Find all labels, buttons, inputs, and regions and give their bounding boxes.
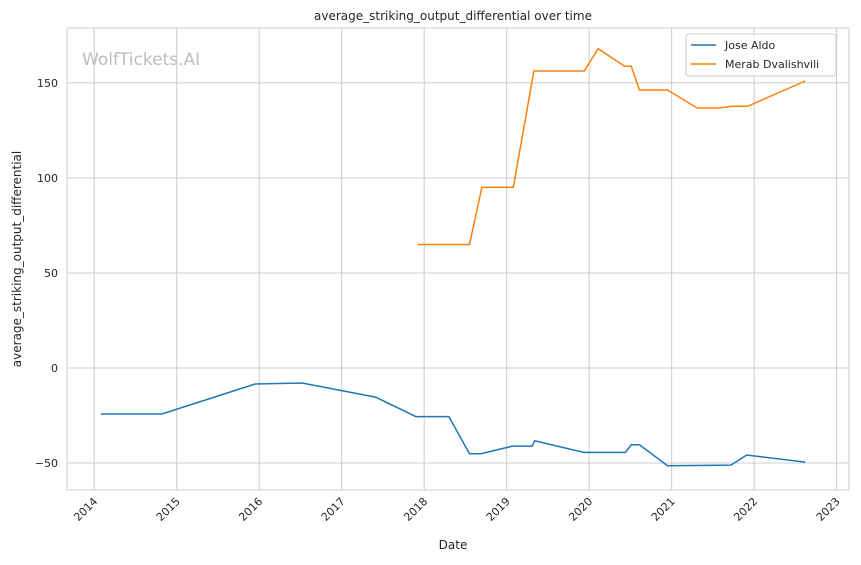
series-line-merab-dvalishvili [417, 47, 806, 246]
legend-box [685, 33, 837, 77]
x-tick-label: 2018 [401, 495, 430, 524]
x-tick-label: 2020 [566, 495, 595, 524]
x-tick-label: 2023 [814, 495, 843, 524]
x-tick-label: 2016 [236, 495, 265, 524]
y-ticks: −50 0 50 100 150 [35, 77, 58, 470]
x-tick-label: 2021 [649, 495, 678, 524]
y-tick-label: 0 [51, 362, 58, 375]
legend-label-jose-aldo: Jose Aldo [724, 39, 776, 52]
x-ticks: 2014 2015 2016 2017 2018 2019 2020 2021 2022 2023 [71, 495, 842, 524]
x-tick-label: 2019 [484, 495, 513, 524]
y-tick-label: 150 [37, 77, 58, 90]
x-tick-label: 2017 [319, 495, 348, 524]
x-tick-label: 2014 [71, 495, 100, 524]
y-axis-label: average_striking_output_differential [10, 151, 24, 367]
x-tick-label: 2015 [154, 495, 183, 524]
grid [67, 28, 849, 490]
x-axis-label: Date [439, 538, 468, 552]
y-tick-label: 50 [44, 267, 58, 280]
y-tick-label: 100 [37, 172, 58, 185]
series-line-jose-aldo [100, 382, 806, 467]
x-tick-label: 2022 [731, 495, 760, 524]
legend: Jose Aldo Merab Dvalishvili [685, 33, 837, 77]
watermark: WolfTickets.AI [82, 50, 200, 70]
series-lines [100, 47, 806, 467]
y-tick-label: −50 [35, 457, 58, 470]
chart-title: average_striking_output_differential ove… [314, 9, 592, 23]
legend-label-merab-dvalishvili: Merab Dvalishvili [725, 58, 819, 71]
axes-frame [66, 27, 850, 491]
